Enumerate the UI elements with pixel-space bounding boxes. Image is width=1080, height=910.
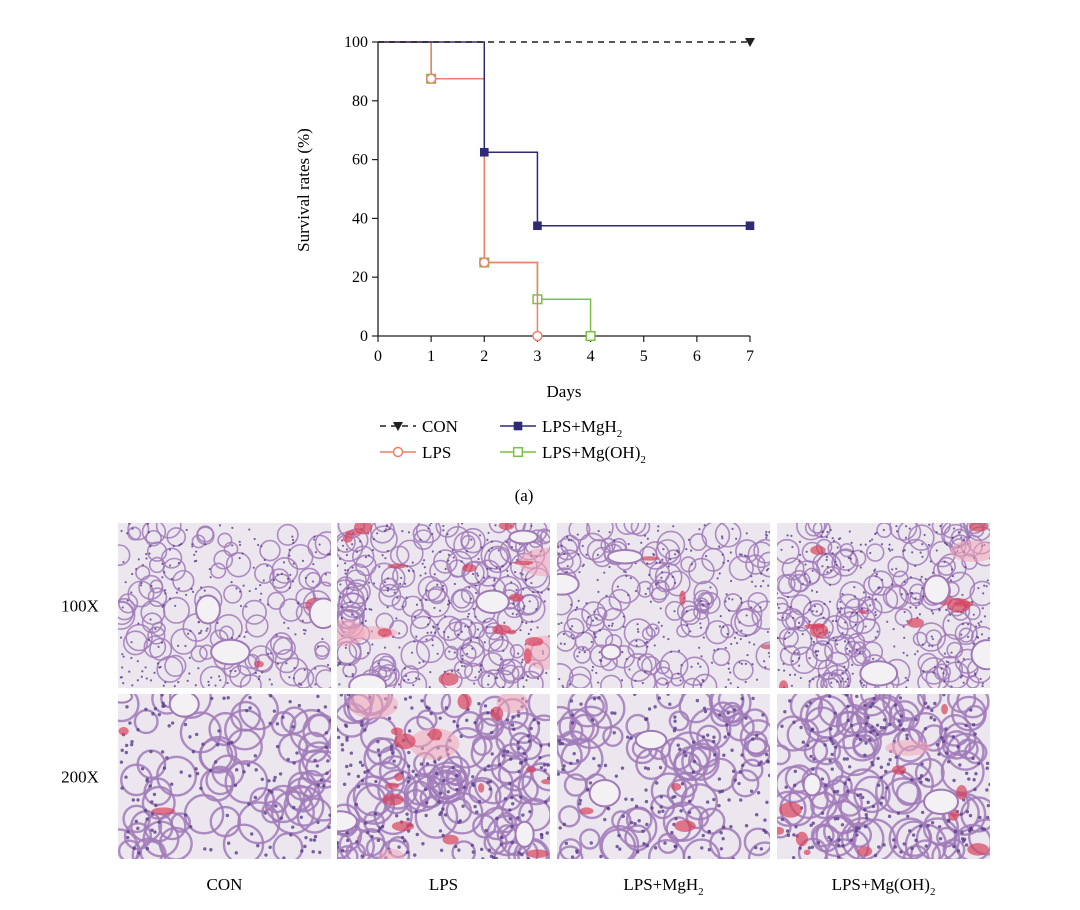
micrograph-tile [777,523,990,688]
x-tick-label: 6 [693,348,701,365]
x-tick-label: 0 [374,348,382,365]
y-tick-label: 80 [352,93,368,110]
legend-label: CON [422,417,458,436]
data-point [585,330,596,342]
series-line [378,41,539,336]
micrograph-tile [118,523,331,688]
y-tick-label: 100 [344,34,368,51]
legend-marker [392,446,404,458]
micrograph-tile [118,694,331,859]
legend-label: LPS+MgH2 [542,417,622,440]
x-tick-label: 1 [427,348,435,365]
legend-item: CON [380,417,458,436]
x-tick-label: 7 [746,348,754,365]
legend: CON LPS LPS+MgH2 LPS+Mg(OH)2 [380,417,646,466]
data-point [479,257,490,268]
series-line [378,41,750,227]
x-ticks: 0 1 2 3 4 5 6 7 [374,336,754,365]
data-point [533,221,542,231]
micrograph-tile [557,694,770,859]
legend-item: LPS+MgH2 [500,417,622,440]
y-tick-label: 40 [352,210,368,227]
legend-marker [512,446,524,458]
series-lps-mg-oh [378,41,596,342]
legend-item: LPS+Mg(OH)2 [500,443,646,466]
column-label: LPS [429,875,458,894]
x-axis-label: Days [547,382,582,401]
row-label: 100X [61,597,99,616]
data-point [532,330,543,342]
data-point [425,73,437,84]
histology-grid: 100X 200X CON LPS LPS+MgH2 LPS+Mg(OH)2 [61,523,990,898]
series-layer [378,38,755,342]
micrograph-tile [777,694,990,859]
data-point [479,147,489,157]
legend-marker [513,421,523,431]
legend-label: LPS [422,443,451,462]
x-tick-label: 4 [587,348,595,365]
y-tick-label: 0 [360,328,368,345]
micrograph-tile [337,523,550,688]
x-tick-label: 2 [480,348,488,365]
y-tick-label: 60 [352,152,368,169]
series-lps-mgh [378,41,755,231]
micrograph-tile [557,523,770,688]
row-label: 200X [61,768,99,787]
micrograph-tile [337,694,550,859]
x-tick-label: 5 [640,348,648,365]
data-point [745,221,755,231]
series-lps [378,41,543,342]
y-axis-label: Survival rates (%) [294,128,313,252]
column-label: LPS+Mg(OH)2 [832,875,936,898]
survival-chart: 0 20 40 60 80 100 0 1 2 3 4 5 6 7 Survival rates (%)… [294,34,755,401]
series-con [378,38,755,47]
panel-label: (a) [515,486,534,505]
data-point [745,38,755,47]
legend-marker [393,422,403,431]
x-tick-label: 3 [533,348,541,365]
column-label: CON [207,875,243,894]
y-tick-label: 20 [352,269,368,286]
legend-label: LPS+Mg(OH)2 [542,443,646,466]
legend-item: LPS [380,443,451,462]
column-label: LPS+MgH2 [623,875,703,898]
y-ticks: 0 20 40 60 80 100 [344,34,378,345]
